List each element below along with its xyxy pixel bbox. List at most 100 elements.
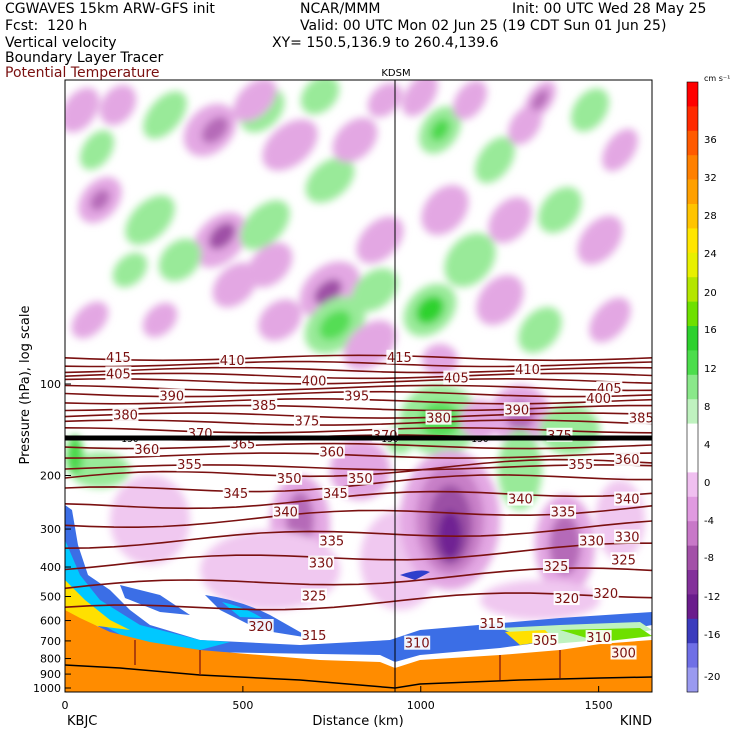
theta-label: 320: [593, 587, 618, 602]
theta-label-bg: [251, 397, 278, 412]
theta-label: 340: [273, 506, 298, 521]
theta-label: 365: [230, 437, 255, 452]
y-tick-label: 900: [40, 668, 61, 681]
theta-contour: [65, 520, 652, 549]
upper-wave-field: [65, 80, 638, 376]
theta-contour: [65, 490, 652, 510]
theta-contour: [65, 377, 652, 385]
theta-contour: [65, 360, 652, 368]
theta-label: 375: [295, 415, 320, 430]
theta-label-bg: [105, 366, 132, 381]
theta-label: 345: [223, 487, 248, 502]
theta-label: 320: [554, 592, 579, 607]
theta-label: 385: [629, 412, 654, 427]
cross-section-endpoints: XY= 150.5,136.9 to 260.4,139.6: [272, 35, 499, 51]
theta-label: 415: [387, 351, 412, 366]
theta-label-bg: [247, 618, 274, 633]
theta-contour: [65, 419, 652, 426]
theta-label-bg: [301, 628, 328, 643]
theta-label-bg: [176, 457, 203, 472]
theta-label: 410: [220, 354, 245, 369]
colorbar-swatch: [687, 618, 698, 644]
theta-label-bg: [610, 645, 637, 660]
theta-label-bg: [133, 442, 160, 457]
kdsm-label: KDSM: [381, 68, 410, 79]
theta-label: 310: [586, 631, 611, 646]
y-tick-label: 400: [40, 561, 61, 574]
theta-label: 380: [113, 409, 138, 424]
colorbar-swatch: [687, 326, 698, 351]
colorbar-swatch: [687, 82, 698, 107]
theta-label-bg: [542, 559, 569, 574]
valid-time: Valid: 00 UTC Mon 02 Jun 25 (19 CDT Sun …: [300, 18, 667, 34]
theta-label: 340: [615, 493, 640, 508]
theta-label-bg: [503, 402, 530, 417]
theta-label-bg: [592, 585, 619, 600]
field-vertical-velocity: Vertical velocity: [5, 35, 117, 51]
colorbar-swatch: [687, 472, 698, 498]
colorbar-swatch: [687, 667, 698, 693]
theta-contour: [65, 372, 652, 380]
theta-label-bg: [610, 552, 637, 567]
theta-label-bg: [614, 529, 641, 544]
colorbar-label: -20: [704, 672, 720, 683]
theta-label: 355: [177, 458, 202, 473]
y-tick-label: 200: [40, 470, 61, 483]
theta-label-bg: [478, 615, 505, 630]
theta-label-bg: [222, 485, 249, 500]
theta-label: 330: [579, 535, 604, 550]
forecast-hour: Fcst: 120 h: [5, 18, 88, 34]
field-potential-temperature: Potential Temperature: [5, 65, 160, 81]
theta-label-bg: [585, 630, 612, 645]
y-tick-label: 700: [40, 635, 61, 648]
theta-label-bg: [112, 407, 139, 422]
theta-label: 325: [611, 553, 636, 568]
colorbar-swatch: [687, 594, 698, 620]
theta-label-bg: [158, 388, 185, 403]
colorbar-swatch: [687, 521, 698, 546]
theta-label: 355: [568, 458, 593, 473]
theta-label-bg: [343, 388, 370, 403]
x-start-label: KBJC: [67, 714, 97, 729]
colorbar-swatch: [687, 228, 698, 254]
theta-label-bg: [301, 588, 328, 603]
theta-label: 300: [611, 646, 636, 661]
theta-label: 360: [134, 443, 159, 458]
theta-contour: [65, 404, 652, 412]
colorbar-swatch: [687, 545, 698, 571]
theta-label: 315: [302, 629, 327, 644]
theta-label: 400: [302, 374, 327, 389]
field-boundary-layer-tracer: Boundary Layer Tracer: [5, 50, 164, 66]
colorbar-label: 0: [704, 478, 710, 489]
theta-label-bg: [425, 410, 452, 425]
y-tick-label: 300: [40, 523, 61, 536]
colorbar-swatch: [687, 496, 698, 522]
colorbar-swatch: [687, 179, 698, 205]
theta-label: 330: [309, 557, 334, 572]
theta-label-bg: [614, 452, 641, 467]
theta-label: 315: [479, 617, 504, 632]
theta-label-bg: [404, 635, 431, 650]
theta-label-bg: [276, 470, 303, 485]
colorbar: 36 32 28 24 20 16 12 8 4 0 -4 -8 -12 -16 -20: [686, 81, 720, 693]
colorbar-swatch: [687, 350, 698, 376]
x-axis: 0 500 1000 1500: [62, 686, 613, 712]
colorbar-label: -8: [704, 553, 714, 564]
theta-label-bg: [308, 555, 335, 570]
init-time: Init: 00 UTC Wed 28 May 25: [512, 1, 707, 17]
theta-contour: [65, 366, 652, 374]
colorbar-swatch: [687, 204, 698, 229]
colorbar-swatch: [687, 570, 698, 595]
y-tick-label: 500: [40, 590, 61, 603]
theta-label: 380: [426, 412, 451, 427]
x-end-label: KIND: [620, 714, 652, 729]
colorbar-label: 20: [704, 288, 717, 299]
colorbar-swatch: [687, 448, 698, 473]
theta-label-bg: [318, 533, 345, 548]
colorbar-swatch: [687, 399, 698, 424]
theta-label-bg: [628, 410, 655, 425]
theta-label: 395: [344, 390, 369, 405]
theta-contour: [65, 354, 652, 362]
